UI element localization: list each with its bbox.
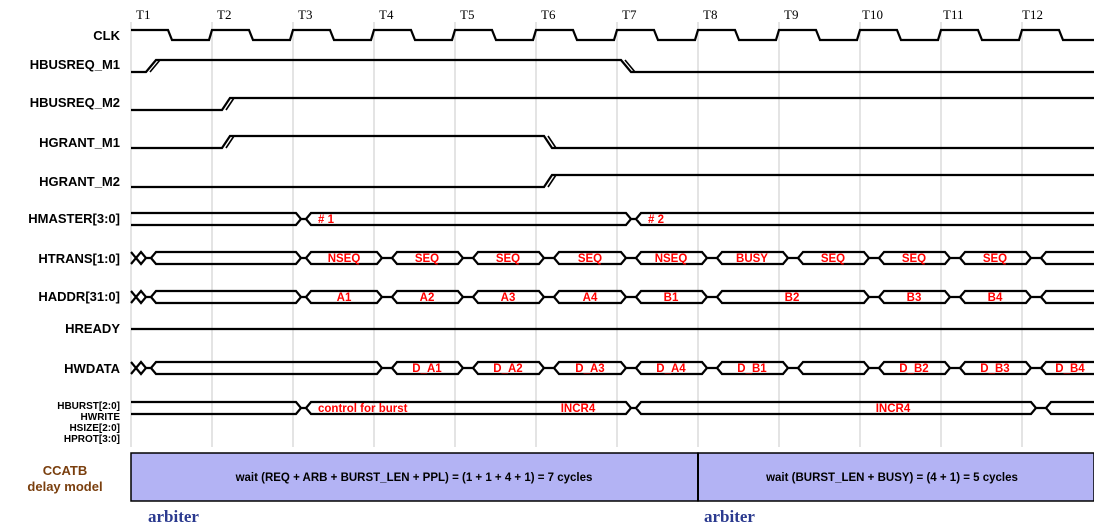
- htrans-value: SEQ: [902, 253, 926, 265]
- tick-label-t9: T9: [784, 7, 798, 22]
- htrans-value: SEQ: [578, 253, 602, 265]
- control-values: control for burst INCR4 INCR4: [318, 403, 911, 415]
- hbusreq-m2-edge: [225, 97, 235, 111]
- clk-waveform: [131, 28, 1094, 42]
- haddr-value: A3: [501, 292, 516, 304]
- haddr-bus: [130, 289, 1094, 305]
- tick-label-t10: T10: [862, 7, 883, 22]
- hwdata-value: D_A3: [575, 363, 604, 375]
- hmaster-value-2: # 2: [648, 214, 664, 226]
- hgrant-m2-waveform: [131, 173, 1094, 189]
- hwdata-value: D_B2: [899, 363, 928, 375]
- hbusreq-m2-waveform: [131, 96, 1094, 112]
- tick-label-t12: T12: [1022, 7, 1043, 22]
- signal-label-hready: HREADY: [65, 321, 120, 336]
- hgrant-m2-edge: [547, 174, 557, 188]
- delay-box-2-text: wait (BURST_LEN + BUSY) = (4 + 1) = 5 cy…: [765, 472, 1018, 484]
- haddr-values: A1 A2 A3 A4 B1 B2 B3 B4: [337, 292, 1003, 304]
- tick-label-t3: T3: [298, 7, 312, 22]
- htrans-value: NSEQ: [328, 253, 361, 265]
- tick-label-t7: T7: [622, 7, 637, 22]
- clock-gridlines: [130, 22, 1023, 447]
- hmaster-values: # 1 # 2: [318, 214, 664, 226]
- tick-label-t1: T1: [136, 7, 150, 22]
- haddr-value: A1: [337, 292, 352, 304]
- htrans-values: NSEQ SEQ SEQ SEQ NSEQ BUSY SEQ SEQ SEQ: [328, 253, 1007, 265]
- htrans-bus: [130, 250, 1094, 266]
- tick-label-t4: T4: [379, 7, 394, 22]
- signal-label-haddr: HADDR[31:0]: [38, 289, 120, 304]
- hgrant-m1-waveform: [131, 134, 1094, 150]
- hwdata-values: D_A1 D_A2 D_A3 D_A4 D_B1 D_B2 D_B3 D_B4: [412, 363, 1085, 375]
- signal-label-hgrant-m2: HGRANT_M2: [39, 174, 120, 189]
- hwdata-value: D_B1: [737, 363, 767, 375]
- htrans-value: SEQ: [821, 253, 845, 265]
- ccatb-label-line1: CCATB: [43, 463, 88, 478]
- haddr-value: B3: [907, 292, 922, 304]
- signal-label-hgrant-m1: HGRANT_M1: [39, 135, 120, 150]
- signal-label-hmaster: HMASTER[3:0]: [28, 211, 120, 226]
- signal-label-hburst: HBURST[2:0]: [57, 401, 120, 412]
- arbiter-label-right: arbiter: [704, 507, 755, 526]
- signal-label-htrans: HTRANS[1:0]: [38, 251, 120, 266]
- hbusreq-m1-waveform: [131, 58, 1094, 74]
- signal-labels: CLK HBUSREQ_M1 HBUSREQ_M2 HGRANT_M1 HGRA…: [28, 28, 120, 445]
- delay-box-2: [697, 452, 1094, 502]
- haddr-value: B2: [785, 292, 800, 304]
- delay-box-1-text: wait (REQ + ARB + BURST_LEN + PPL) = (1 …: [235, 472, 593, 484]
- hmaster-bus: [131, 211, 1094, 227]
- signal-label-hwrite: HWRITE: [81, 412, 121, 423]
- signal-label-hsize: HSIZE[2:0]: [69, 423, 120, 434]
- hwdata-value: D_B4: [1055, 363, 1085, 375]
- hwdata-value: D_A4: [656, 363, 686, 375]
- htrans-value: SEQ: [496, 253, 520, 265]
- tick-label-t6: T6: [541, 7, 556, 22]
- hmaster-value-1: # 1: [318, 214, 335, 226]
- hbusreq-m1-edge: [149, 59, 636, 73]
- signal-label-clk: CLK: [93, 28, 120, 43]
- hwdata-value: D_B3: [980, 363, 1009, 375]
- signal-label-hwdata: HWDATA: [64, 361, 120, 376]
- ccatb-label-line2: delay model: [27, 479, 102, 494]
- hgrant-m1-edge: [225, 135, 557, 149]
- control-bus: [131, 400, 1094, 416]
- tick-label-t2: T2: [217, 7, 231, 22]
- delay-box-1: [130, 452, 699, 502]
- control-value-incr4-second: INCR4: [876, 403, 911, 415]
- htrans-value: NSEQ: [655, 253, 688, 265]
- hwdata-bus: [130, 360, 1094, 376]
- hwdata-value: D_A1: [412, 363, 442, 375]
- signal-label-hbusreq-m1: HBUSREQ_M1: [30, 57, 120, 72]
- tick-label-t8: T8: [703, 7, 717, 22]
- control-value-incr4-first: INCR4: [561, 403, 596, 415]
- clock-tick-labels: T1 T2 T3 T4 T5 T6 T7 T8 T9 T10 T11 T12: [136, 7, 1043, 22]
- tick-label-t5: T5: [460, 7, 474, 22]
- haddr-value: A4: [583, 292, 598, 304]
- tick-label-t11: T11: [943, 7, 963, 22]
- htrans-value: BUSY: [736, 253, 768, 265]
- signal-label-hbusreq-m2: HBUSREQ_M2: [30, 95, 120, 110]
- control-value-burst: control for burst: [318, 403, 408, 415]
- signal-label-hprot: HPROT[3:0]: [64, 434, 120, 445]
- arbiter-label-left: arbiter: [148, 507, 199, 526]
- htrans-value: SEQ: [983, 253, 1007, 265]
- hwdata-value: D_A2: [493, 363, 522, 375]
- haddr-value: A2: [420, 292, 435, 304]
- htrans-value: SEQ: [415, 253, 439, 265]
- haddr-value: B1: [664, 292, 679, 304]
- haddr-value: B4: [988, 292, 1003, 304]
- ccatb-label: CCATB delay model: [27, 463, 102, 494]
